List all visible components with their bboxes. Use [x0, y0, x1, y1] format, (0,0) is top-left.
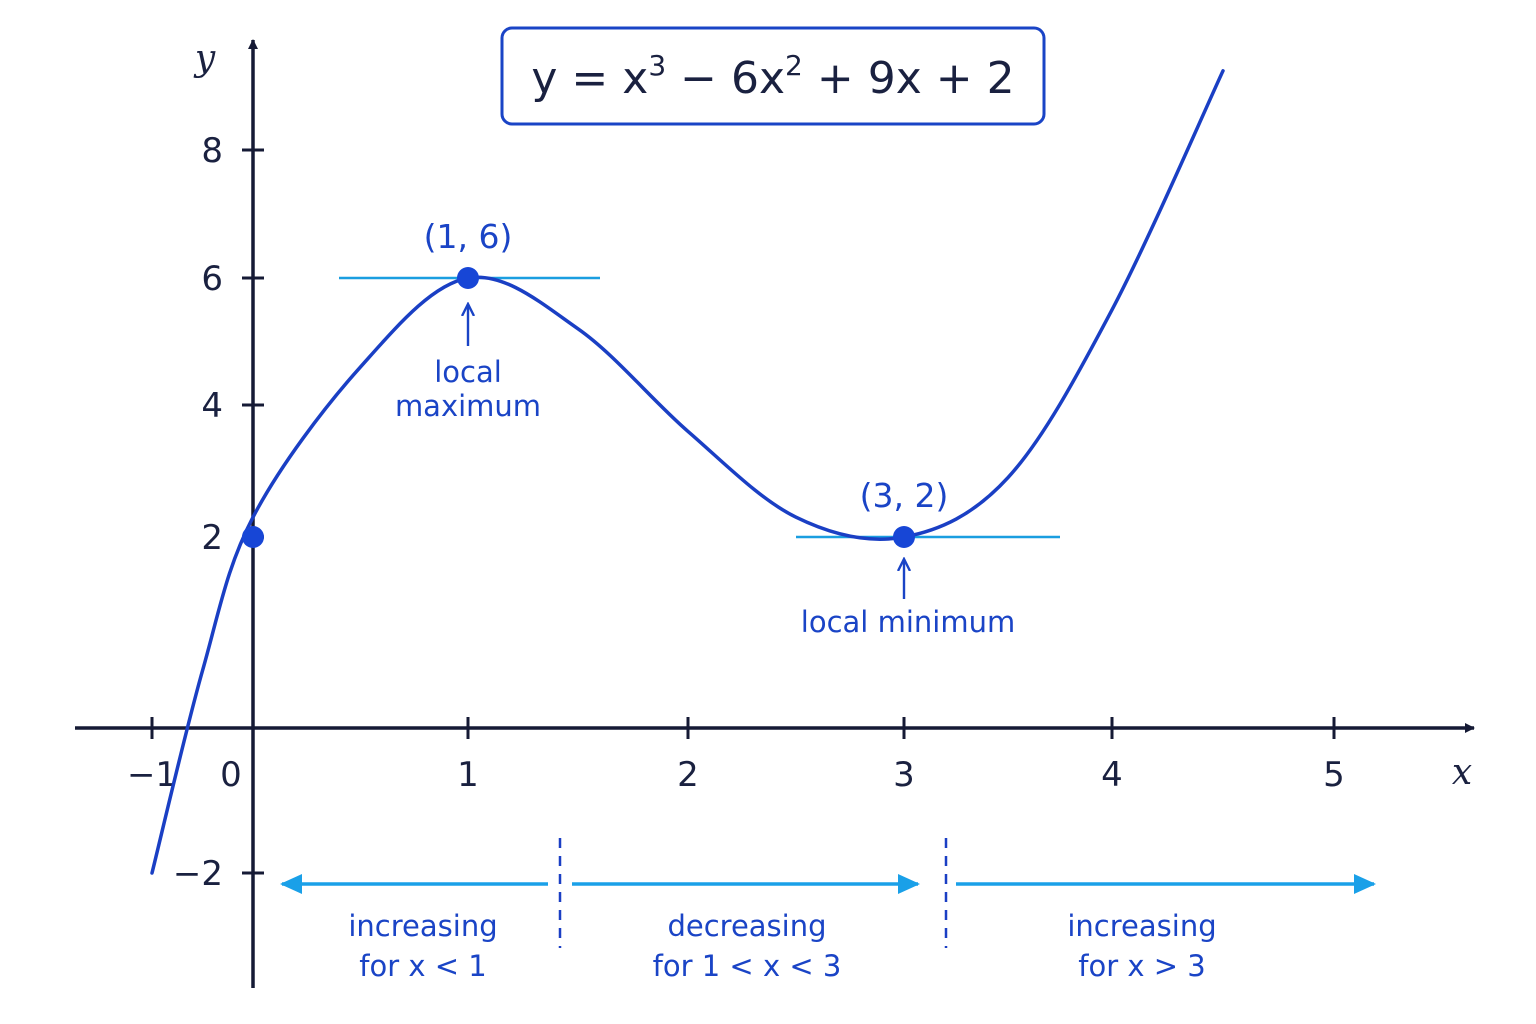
x-axis-label: x — [1452, 752, 1472, 793]
y-tick-label: 2 — [201, 518, 223, 558]
max-annotation-line1: local — [434, 355, 502, 389]
point-label: (3, 2) — [860, 476, 949, 515]
x-tick-label: 4 — [1101, 755, 1123, 795]
x-tick-label: 0 — [220, 755, 242, 795]
x-tick-label: −1 — [127, 755, 177, 795]
equation-exponent-3: 3 — [648, 49, 666, 82]
interval-label-line1: decreasing — [667, 909, 826, 943]
data-point — [893, 526, 915, 548]
function-curve — [150, 69, 1225, 875]
y-tick-label: 4 — [201, 386, 223, 426]
x-tick-label: 1 — [457, 755, 479, 795]
interval-label-line2: for 1 < x < 3 — [653, 949, 842, 983]
y-axis-label: y — [193, 38, 216, 79]
axes: −1 0 1 2 3 4 5 −2 2 4 6 8 x y — [75, 38, 1475, 988]
equation-prefix: y = x — [531, 53, 648, 104]
data-point — [242, 526, 264, 548]
equation-box: y = x3 − 6x2 + 9x + 2 — [500, 26, 1046, 126]
equation-suffix: + 9x + 2 — [803, 53, 1015, 104]
min-annotation-text: local minimum — [801, 605, 1015, 639]
equation-frame — [500, 26, 1046, 126]
max-annotation-line2: maximum — [395, 389, 541, 423]
point-label: (1, 6) — [424, 217, 513, 256]
x-tick-label: 3 — [893, 755, 915, 795]
interval-label-line2: for x > 3 — [1078, 949, 1205, 983]
monotonic-intervals: increasing for x < 1 decreasing for 1 < x <… — [280, 838, 1376, 983]
key-points: (1, 6) (3, 2) — [242, 217, 948, 548]
y-tick-label: 6 — [201, 259, 223, 299]
x-tick-label: 5 — [1323, 755, 1345, 795]
interval-label-line1: increasing — [1067, 909, 1216, 943]
curve-layer — [150, 69, 1225, 875]
equation-exponent-2: 2 — [785, 49, 803, 82]
y-tick-label: −2 — [173, 854, 223, 894]
y-tick-label: 8 — [201, 131, 223, 171]
interval-label-line2: for x < 1 — [359, 949, 486, 983]
equation-text: y = x3 − 6x2 + 9x + 2 — [531, 49, 1014, 104]
equation-middle: − 6x — [666, 53, 785, 104]
data-point — [457, 267, 479, 289]
x-tick-label: 2 — [677, 755, 699, 795]
interval-label-line1: increasing — [348, 909, 497, 943]
